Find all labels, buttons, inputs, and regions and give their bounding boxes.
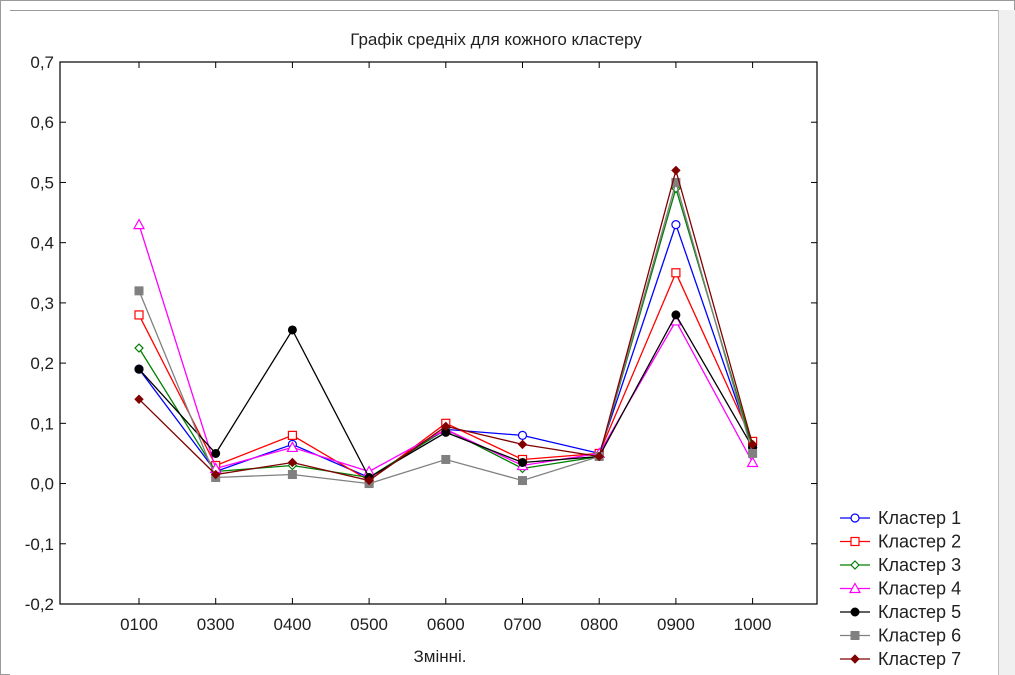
- data-point: [518, 476, 527, 486]
- legend-label: Кластер 5: [878, 602, 961, 622]
- data-point: [441, 421, 451, 432]
- legend-item: Кластер 2: [840, 532, 961, 552]
- legend-item: Кластер 1: [840, 508, 961, 528]
- series-7: [134, 165, 758, 486]
- y-tick-label: -0,1: [25, 535, 54, 554]
- chart-title: Графік средніх для кожного кластеру: [350, 30, 642, 49]
- x-tick-label: 0900: [657, 615, 695, 634]
- data-point: [364, 475, 374, 486]
- scroll-strip: [998, 10, 1015, 675]
- data-point: [287, 470, 297, 480]
- x-axis-label: Змінні.: [413, 647, 466, 666]
- x-tick-label: 0100: [120, 615, 158, 634]
- legend-label: Кластер 2: [878, 532, 961, 552]
- data-point: [287, 325, 297, 335]
- data-point: [517, 430, 528, 440]
- legend-label: Кластер 1: [878, 508, 961, 528]
- x-tick-label: 0800: [580, 615, 618, 634]
- data-point: [671, 165, 681, 176]
- legend-swatch-marker: [850, 654, 860, 664]
- y-tick-label: 0,3: [30, 294, 54, 313]
- x-tick-label: 0400: [273, 615, 311, 634]
- legend-label: Кластер 3: [878, 555, 961, 575]
- y-axis: 0,7 0,6 0,5 0,4 0,3 0,2 0,1 0,0 -0,1 -0,2: [25, 53, 817, 614]
- legend-swatch-marker: [850, 513, 860, 523]
- y-tick-label: 0,1: [30, 414, 54, 433]
- chart-panel: [10, 10, 998, 675]
- legend-swatch-marker: [850, 607, 860, 617]
- legend-item: Кластер 4: [840, 579, 961, 599]
- data-point: [746, 456, 759, 468]
- series-line: [138, 271, 754, 482]
- y-tick-label: 0,0: [30, 475, 54, 494]
- data-point: [747, 439, 758, 450]
- legend-item: Кластер 3: [840, 555, 961, 575]
- y-tick-label: 0,2: [30, 354, 54, 373]
- data-point: [441, 454, 451, 464]
- legend-label: Кластер 7: [878, 649, 961, 669]
- data-point: [134, 394, 144, 404]
- x-tick-label: 0300: [197, 615, 235, 634]
- data-point: [518, 457, 527, 467]
- legend-swatch-marker: [850, 536, 860, 547]
- x-tick-label: 0500: [350, 615, 388, 634]
- x-tick-label: 0700: [504, 615, 542, 634]
- legend: Кластер 1 Кластер 2 Кластер 3 Кластер 4 Клас…: [840, 508, 961, 669]
- x-tick-label: 1000: [734, 615, 772, 634]
- data-point: [748, 448, 758, 458]
- legend-swatch-marker: [850, 560, 860, 570]
- legend-label: Кластер 6: [878, 626, 961, 646]
- data-point: [132, 218, 146, 230]
- data-point: [210, 469, 221, 480]
- series-line: [138, 222, 754, 479]
- data-point: [671, 268, 681, 278]
- y-tick-label: 0,4: [30, 234, 54, 253]
- y-tick-label: 0,5: [30, 173, 54, 192]
- y-tick-label: 0,7: [30, 53, 54, 72]
- data-point: [134, 286, 144, 296]
- plot-area-frame: [59, 61, 818, 605]
- legend-swatch-marker: [850, 631, 860, 640]
- data-point: [287, 457, 298, 468]
- series-lines: [132, 165, 759, 489]
- data-point: [671, 220, 681, 230]
- series-6: [134, 177, 758, 489]
- data-point: [286, 441, 299, 453]
- series-1: [134, 220, 758, 483]
- y-tick-label: 0,6: [30, 113, 54, 132]
- data-point: [594, 451, 604, 462]
- series-2: [134, 268, 758, 486]
- y-tick-label: -0,2: [25, 595, 54, 614]
- data-point: [134, 310, 144, 320]
- data-point: [287, 430, 297, 440]
- data-point: [211, 448, 221, 458]
- legend-item: Кластер 6: [840, 626, 961, 646]
- legend-swatch-marker: [848, 582, 862, 594]
- data-point: [134, 343, 144, 353]
- data-point: [134, 364, 144, 374]
- legend-item: Кластер 5: [840, 602, 961, 622]
- legend-label: Кластер 4: [878, 579, 961, 599]
- legend-item: Кластер 7: [840, 649, 961, 669]
- data-point: [671, 310, 681, 320]
- x-axis: 0100 0300 0400 0500 0600 0700 0800 0900 1000: [120, 62, 772, 634]
- data-point: [517, 439, 528, 450]
- series-line: [138, 313, 754, 479]
- x-tick-label: 0600: [427, 615, 465, 634]
